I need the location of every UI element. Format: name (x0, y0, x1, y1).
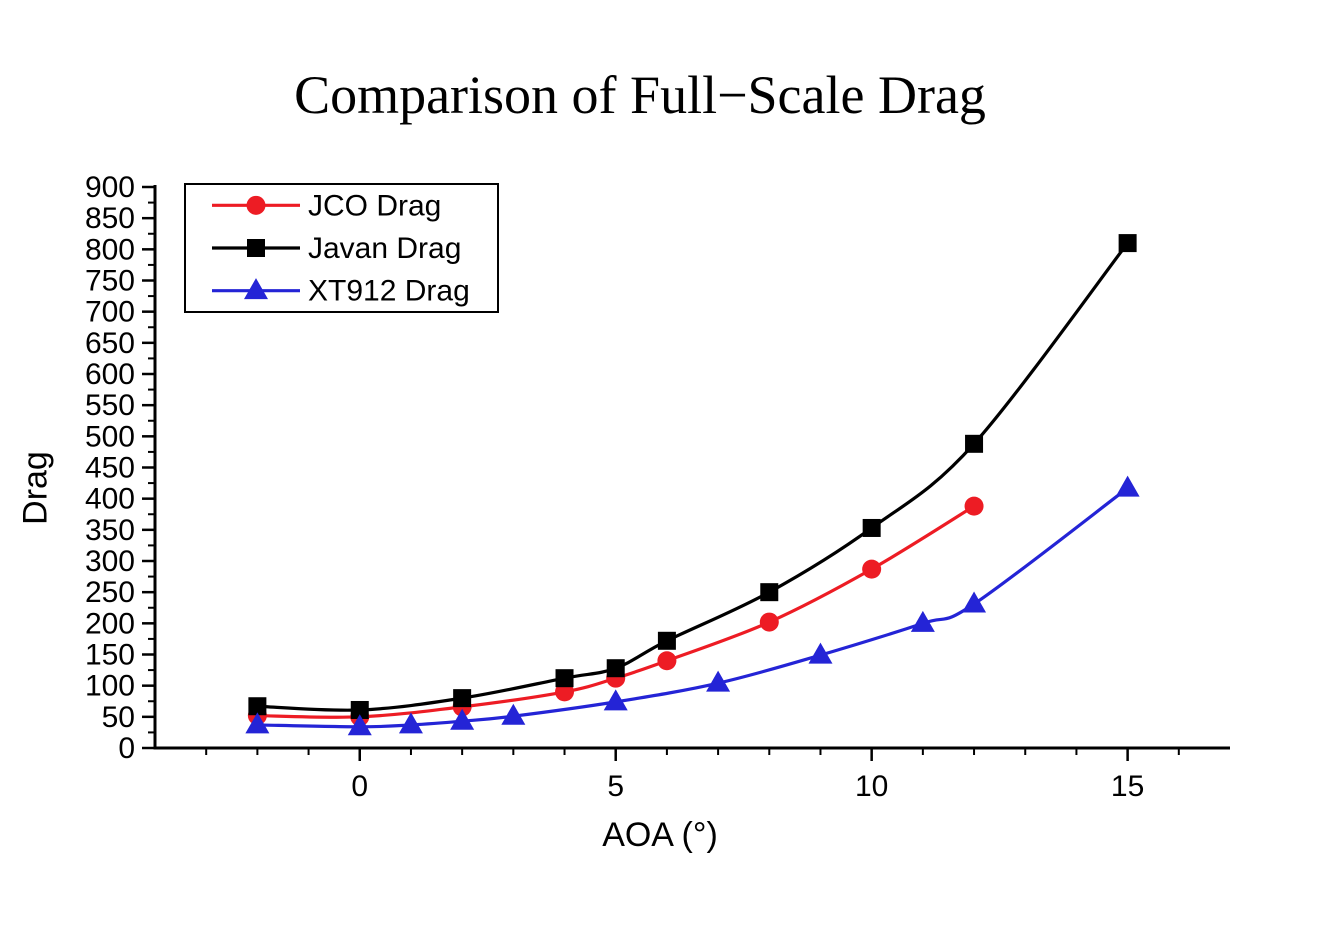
circle-marker (862, 559, 882, 579)
y-tick-label: 500 (85, 420, 135, 453)
triangle-marker (706, 670, 731, 692)
circle-marker (759, 612, 779, 632)
y-tick-label: 900 (85, 171, 135, 204)
series-line (255, 486, 1130, 729)
y-tick-label: 850 (85, 202, 135, 235)
circle-marker (964, 496, 984, 516)
square-marker (657, 631, 676, 650)
x-tick-label: 5 (607, 770, 624, 803)
square-marker (248, 697, 267, 716)
y-tick-label: 50 (102, 701, 135, 734)
square-marker (555, 669, 574, 688)
y-tick-label: 600 (85, 358, 135, 391)
y-tick-label: 550 (85, 389, 135, 422)
square-marker (760, 583, 779, 602)
circle-marker (657, 651, 677, 671)
chart-title: Comparison of Full−Scale Drag (294, 65, 986, 125)
triangle-marker (244, 278, 268, 300)
x-tick-label: 10 (855, 770, 888, 803)
triangle-marker (450, 708, 475, 730)
x-tick-label: 15 (1111, 770, 1144, 803)
y-tick-label: 750 (85, 265, 135, 298)
triangle-marker (347, 714, 372, 736)
square-marker (1118, 234, 1137, 253)
circle-marker (246, 195, 266, 215)
y-tick-label: 300 (85, 545, 135, 578)
legend: JCO Drag Javan Drag XT912 Drag (184, 183, 499, 313)
triangle-marker (501, 703, 526, 725)
y-tick-label: 200 (85, 607, 135, 640)
triangle-marker (808, 642, 833, 664)
triangle-marker (245, 712, 270, 734)
square-marker (350, 700, 369, 719)
y-tick-label: 800 (85, 233, 135, 266)
y-tick-label: 150 (85, 639, 135, 672)
legend-item: XT912 Drag (212, 275, 470, 308)
legend-label: JCO Drag (308, 189, 441, 222)
triangle-marker (1115, 475, 1140, 497)
series-line (255, 241, 1130, 712)
square-marker (606, 659, 625, 678)
series-javan-drag (248, 234, 1137, 719)
y-tick-label: 100 (85, 670, 135, 703)
x-axis-label: AOA (°) (602, 816, 718, 854)
triangle-marker (962, 591, 987, 613)
y-tick-label: 250 (85, 576, 135, 609)
x-tick-label: 0 (351, 770, 368, 803)
triangle-marker (910, 610, 935, 632)
legend-item: JCO Drag (212, 189, 441, 222)
square-marker (862, 518, 881, 537)
series-xt912-drag (245, 475, 1140, 736)
square-marker (247, 239, 265, 257)
legend-item: Javan Drag (212, 232, 461, 265)
triangle-marker (603, 689, 628, 711)
legend-label: Javan Drag (308, 232, 461, 265)
triangle-marker (398, 712, 423, 734)
y-tick-label: 700 (85, 296, 135, 329)
y-tick-label: 0 (118, 732, 135, 765)
square-marker (965, 434, 984, 453)
y-axis-label: Drag (16, 451, 55, 525)
y-tick-label: 650 (85, 327, 135, 360)
y-tick-label: 450 (85, 452, 135, 485)
square-marker (453, 689, 472, 708)
y-tick-label: 400 (85, 483, 135, 516)
y-tick-label: 350 (85, 514, 135, 547)
y-axis: 0501001502002503003504004505005506006507… (85, 171, 157, 765)
x-axis: 0 5 10 15 (153, 746, 1230, 803)
legend-label: XT912 Drag (308, 275, 470, 308)
